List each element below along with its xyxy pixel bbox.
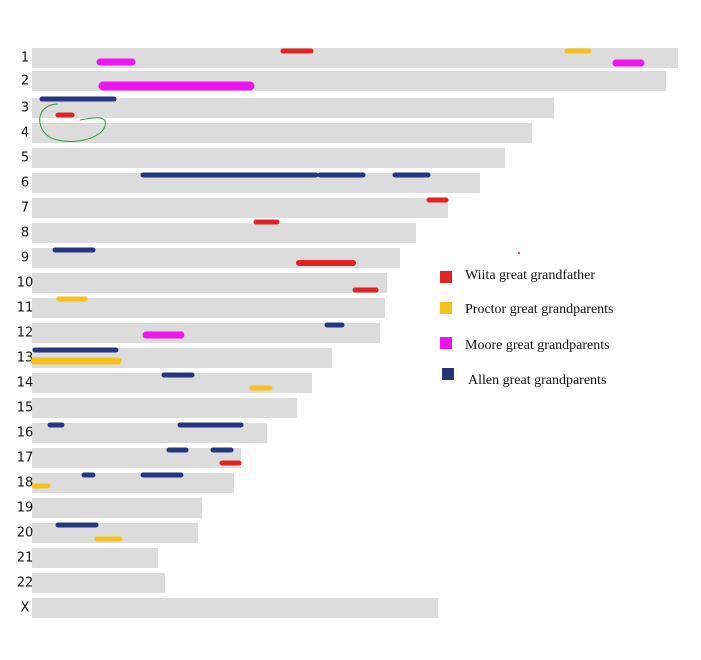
legend-label: Allen great grandparents: [468, 373, 606, 388]
chromosome-label: 5: [21, 151, 29, 166]
chromosome-bar: [32, 548, 158, 568]
circle-annotation: [39, 103, 106, 142]
chromosome-label: X: [21, 601, 30, 616]
chromosome-bar: [32, 423, 267, 443]
chromosome-label: 16: [17, 426, 34, 441]
chromosome-label: 3: [21, 101, 29, 116]
chromosome-label: 19: [17, 501, 34, 516]
chromosome-label: 20: [17, 526, 34, 541]
chromosome-bar: [32, 598, 438, 618]
chromosome-label: 17: [17, 451, 34, 466]
chromosome-bar: [32, 373, 312, 393]
chromosome-label: 7: [21, 201, 29, 216]
chromosome-bar: [32, 148, 505, 168]
chromosome-bar: [32, 498, 202, 518]
chromosome-bar: [32, 323, 380, 343]
chromosome-bar: [32, 298, 385, 318]
legend-swatch: [440, 271, 452, 283]
legend-swatch: [440, 302, 452, 314]
chromosome-bar: [32, 448, 241, 468]
chromosome-bar: [32, 123, 532, 143]
legend-label: Moore great grandparents: [465, 338, 610, 353]
chromosome-label: 1: [21, 51, 29, 66]
chromosome-bar: [32, 173, 480, 193]
chromosome-label: 11: [17, 301, 34, 316]
legend-label: Proctor great grandparents: [465, 302, 614, 317]
chromosome-label: 12: [17, 326, 34, 341]
legend-swatch: [440, 337, 452, 349]
chromosome-label: 21: [17, 551, 34, 566]
chromosome-label: 15: [17, 401, 34, 416]
chromosome-bar: [32, 573, 165, 593]
chromosome-bar: [32, 198, 448, 218]
legend: Wiita great grandfather Proctor great gr…: [440, 268, 614, 388]
chromosome-label: 13: [17, 351, 34, 366]
chromosome-bar: [32, 398, 297, 418]
chromosome-label: 4: [21, 126, 29, 141]
dot: [518, 252, 520, 254]
chromosome-label: 22: [17, 576, 34, 591]
chromosome-label: 10: [17, 276, 34, 291]
chromosome-bar: [32, 273, 387, 293]
chromosome-label: 9: [21, 251, 29, 266]
chromosome-bar: [32, 48, 678, 68]
chromosome-bar: [32, 473, 234, 493]
chromosome-label: 8: [21, 226, 29, 241]
chromosome-bar: [32, 523, 198, 543]
chromosome-label: 2: [21, 74, 29, 89]
segments: [30, 48, 645, 542]
chromosome-bar: [32, 98, 554, 118]
chromosome-label: 14: [17, 376, 34, 391]
chromosome-label: 18: [17, 476, 34, 491]
legend-swatch: [442, 368, 454, 380]
chromosome-bar: [32, 223, 416, 243]
legend-label: Wiita great grandfather: [465, 268, 595, 283]
chromosome-label: 6: [21, 176, 29, 191]
